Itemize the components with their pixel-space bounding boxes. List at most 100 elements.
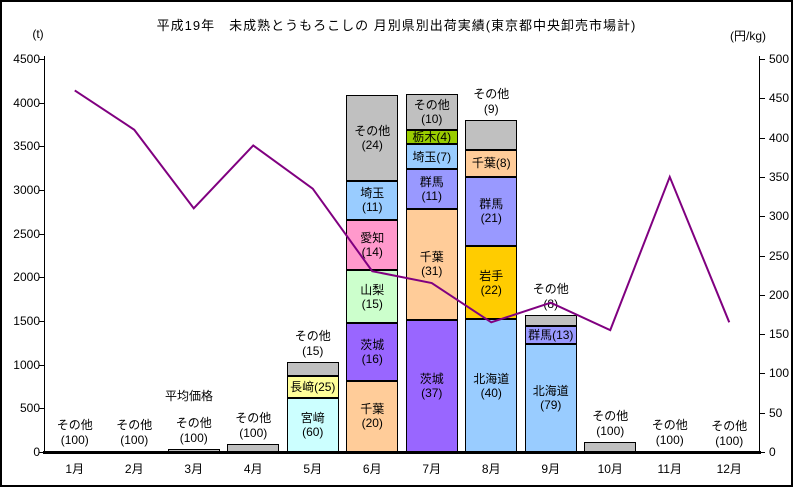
y-tick-label-right: 350	[769, 169, 790, 184]
bar-segment: 埼玉(7)	[405, 144, 458, 170]
bar-segment: 山梨 (15)	[346, 269, 399, 324]
bar-segment: 長﨑(25)	[286, 375, 339, 399]
bar-segment: 北海道 (40)	[465, 319, 518, 452]
right-tick-mark	[760, 334, 765, 336]
left-tick-mark	[39, 233, 44, 235]
bar-segment-pct: (11)	[362, 200, 383, 215]
chart-title: 平成19年 未成熟とうもろこしの 月別県別出荷実績(東京都中央卸売市場計)	[156, 18, 637, 33]
y-tick-label-right: 250	[769, 248, 790, 263]
average-price-polyline	[74, 89, 731, 332]
right-tick-mark	[760, 216, 765, 218]
bar-segment	[524, 314, 577, 326]
bar-segment-label: 千葉	[360, 402, 385, 417]
outside-label-pct: (100)	[239, 425, 268, 440]
bar-segment	[48, 451, 101, 454]
bar-segment: 北海道 (79)	[524, 343, 577, 452]
outside-label-pct: (100)	[715, 433, 744, 448]
outside-label-name: その他	[294, 329, 331, 344]
bar-segment-label: 群馬(13)	[528, 327, 574, 342]
bar-segment	[643, 451, 696, 454]
right-tick-mark	[760, 373, 765, 375]
y-axis-right	[759, 56, 760, 452]
x-axis	[43, 451, 761, 454]
outside-label-pct: (100)	[179, 430, 208, 445]
bar-segment: 茨城 (37)	[405, 319, 458, 452]
bar-segment	[227, 443, 280, 452]
bar-segment-pct: (22)	[480, 282, 502, 297]
left-tick-mark	[39, 102, 44, 104]
bar-segment-pct: (21)	[480, 211, 502, 226]
bar-segment: 茨城 (16)	[346, 323, 399, 381]
bar-segment: 群馬 (11)	[405, 169, 458, 209]
bar-segment-pct: (79)	[540, 397, 562, 412]
bar-segment-label: 愛知	[360, 230, 385, 245]
month-label: 9月	[541, 462, 561, 476]
right-tick-mark	[760, 176, 765, 178]
outside-label: その他 (8)	[519, 282, 583, 312]
left-tick-mark	[39, 190, 44, 191]
outside-label: その他 (15)	[281, 329, 345, 359]
outside-label: その他 (100)	[697, 419, 761, 449]
y-tick-label-right: 300	[769, 209, 790, 224]
y-tick-label-right: 150	[769, 327, 790, 342]
outside-label-name: その他	[473, 87, 510, 102]
right-tick-mark	[760, 255, 765, 257]
bar-segment: 埼玉 (11)	[346, 180, 399, 220]
bar-segment-label: 群馬	[419, 174, 444, 189]
bar-segment-label: 千葉(8)	[471, 156, 511, 171]
outside-label-name: その他	[592, 409, 629, 424]
left-axis-unit: (t)	[32, 27, 44, 41]
y-tick-label-left: 1000	[13, 357, 40, 372]
bar-segment: 千葉 (20)	[346, 380, 399, 452]
right-tick-mark	[760, 59, 765, 60]
bar-segment-label: 茨城	[419, 371, 444, 386]
left-tick-mark	[39, 277, 44, 279]
bar-segment-label: 北海道	[532, 383, 569, 398]
outside-label: その他 (100)	[221, 411, 285, 441]
y-tick-label-left: 3000	[13, 183, 40, 197]
y-tick-label-left: 2500	[13, 226, 40, 241]
bar-segment-label: 長﨑(25)	[290, 379, 336, 394]
bar-segment-label: 千葉	[419, 250, 444, 264]
left-tick-mark	[39, 408, 44, 410]
bar-segment	[167, 448, 220, 452]
y-tick-label-right: 400	[769, 130, 790, 145]
bar-segment-label: その他	[413, 97, 450, 112]
average-price-series-label: 平均価格	[164, 389, 213, 403]
bar-segment	[584, 442, 637, 452]
bar-segment: 千葉(8)	[465, 150, 518, 177]
bar-segment	[286, 362, 339, 376]
y-tick-label-right: 100	[769, 366, 790, 381]
y-tick-label-left: 500	[19, 401, 40, 416]
month-label: 2月	[124, 462, 144, 476]
bar-segment-pct: (15)	[361, 296, 383, 311]
outside-label: その他 (100)	[578, 409, 642, 439]
outside-label-pct: (100)	[60, 433, 89, 448]
outside-label-name: その他	[56, 418, 93, 433]
outside-label-pct: (100)	[655, 433, 684, 448]
outside-label-pct: (9)	[483, 102, 499, 117]
bar-segment: 愛知 (14)	[346, 219, 399, 270]
bar-segment: その他 (24)	[346, 94, 399, 181]
y-tick-label-right: 450	[769, 91, 790, 106]
month-label: 7月	[422, 462, 442, 476]
outside-label: その他 (100)	[43, 418, 107, 448]
y-tick-label-right: 200	[769, 287, 790, 302]
y-tick-label-left: 1500	[13, 314, 40, 328]
bar-segment-label: 埼玉(7)	[412, 149, 452, 164]
bar-segment: 千葉 (31)	[405, 208, 458, 320]
y-tick-label-left: 0	[33, 445, 40, 459]
y-tick-label-left: 3500	[13, 139, 40, 154]
outside-label-name: その他	[235, 410, 272, 425]
left-tick-mark	[39, 321, 44, 322]
left-tick-mark	[39, 452, 44, 453]
outside-label-pct: (15)	[302, 344, 324, 359]
bar-segment-label: 栃木(4)	[412, 129, 452, 144]
month-label: 10月	[597, 462, 623, 476]
bar-segment-pct: (60)	[302, 425, 324, 439]
right-axis-unit: (円/kg)	[729, 29, 766, 43]
bar-segment: 岩手 (22)	[465, 246, 518, 320]
bar-segment-pct: (24)	[361, 137, 383, 152]
bar-segment-pct: (40)	[480, 385, 502, 400]
